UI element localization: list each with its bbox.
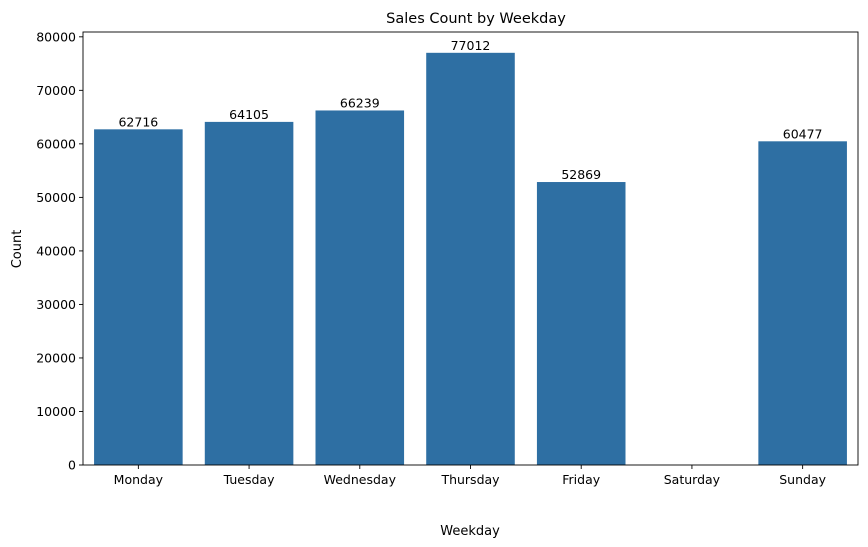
bar-value-label-monday: 62716 bbox=[118, 114, 158, 129]
y-tick-label: 40000 bbox=[36, 243, 76, 258]
bar-value-label-thursday: 77012 bbox=[451, 38, 491, 53]
bar-value-label-friday: 52869 bbox=[561, 167, 601, 182]
x-tick-label-sunday: Sunday bbox=[779, 472, 826, 487]
bar-group bbox=[94, 52, 847, 466]
x-axis: Monday Tuesday Wednesday Thursday Friday Satu… bbox=[114, 465, 827, 487]
x-tick-label-wednesday: Wednesday bbox=[324, 472, 397, 487]
chart-title: Sales Count by Weekday bbox=[386, 11, 566, 27]
x-tick-label-tuesday: Tuesday bbox=[223, 472, 275, 487]
bar-thursday bbox=[426, 52, 515, 466]
bar-value-label-tuesday: 64105 bbox=[229, 107, 269, 122]
y-tick-label: 0 bbox=[68, 458, 76, 473]
x-axis-label: Weekday bbox=[440, 524, 500, 539]
y-axis-label: Count bbox=[10, 230, 25, 269]
bar-value-label-wednesday: 66239 bbox=[340, 95, 380, 110]
bar-value-label-sunday: 60477 bbox=[783, 126, 823, 141]
y-tick-label: 50000 bbox=[36, 190, 76, 205]
x-tick-label-thursday: Thursday bbox=[440, 472, 500, 487]
bar-sunday bbox=[758, 141, 847, 465]
y-tick-label: 10000 bbox=[36, 404, 76, 419]
bar-tuesday bbox=[204, 121, 294, 465]
y-tick-label: 70000 bbox=[36, 83, 76, 98]
x-tick-label-friday: Friday bbox=[562, 472, 600, 487]
bar-monday bbox=[94, 129, 183, 465]
x-tick-label-saturday: Saturday bbox=[664, 472, 721, 487]
bar-wednesday bbox=[315, 110, 405, 465]
bar-friday bbox=[536, 182, 626, 465]
y-tick-label: 80000 bbox=[36, 29, 76, 44]
y-tick-label: 20000 bbox=[36, 350, 76, 365]
y-tick-label: 30000 bbox=[36, 297, 76, 312]
bar-label-group: 62716 64105 66239 77012 52869 60477 bbox=[118, 38, 822, 182]
y-axis: 0 10000 20000 30000 40000 50000 60000 70000 8000… bbox=[36, 29, 83, 473]
y-tick-label: 60000 bbox=[36, 136, 76, 151]
x-tick-label-monday: Monday bbox=[114, 472, 164, 487]
